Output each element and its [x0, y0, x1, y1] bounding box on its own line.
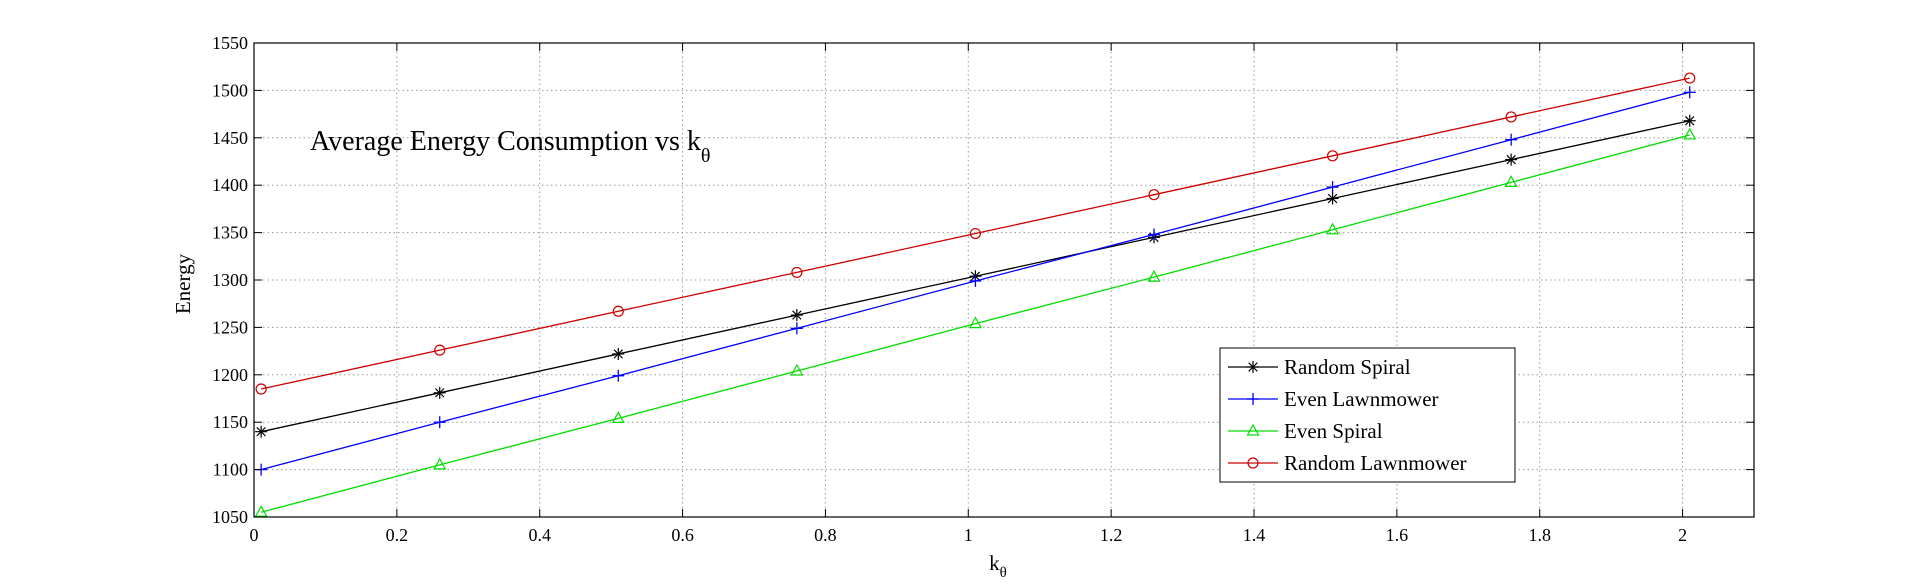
y-tick-label: 1100: [213, 460, 248, 480]
data-point-plus: [1326, 181, 1339, 194]
data-point-triangle: [1683, 127, 1697, 140]
y-tick-label: 1550: [212, 33, 248, 53]
data-point-star: [612, 347, 625, 360]
data-point-plus: [433, 416, 446, 429]
legend-label: Even Lawnmower: [1284, 387, 1439, 411]
legend-entry: Random Lawnmower: [1228, 451, 1467, 475]
x-tick-label: 2: [1678, 525, 1687, 545]
data-point-star: [1326, 192, 1339, 205]
ticks: 0 0.2 0.4 0.6 0.8 1 1.2 1.4 1.6 1.8 2 1050 1100 1150 1…: [212, 33, 1754, 545]
y-tick-label: 1500: [212, 80, 248, 100]
x-tick-label: 1.2: [1100, 525, 1123, 545]
legend-label: Random Lawnmower: [1284, 451, 1467, 475]
y-tick-label: 1250: [212, 317, 248, 337]
data-point-star: [1683, 114, 1696, 127]
legend-label: Even Spiral: [1284, 419, 1383, 443]
legend-entry: Even Spiral: [1228, 419, 1383, 443]
y-tick-label: 1450: [212, 128, 248, 148]
data-point-star: [1505, 153, 1518, 166]
x-tick-label: 0.8: [814, 525, 837, 545]
y-axis-label: Energy: [171, 253, 195, 314]
chart-title-main: Average Energy Consumption vs k: [310, 126, 701, 157]
data-point-star: [433, 386, 446, 399]
x-tick-label: 0: [250, 525, 259, 545]
x-axis-label-subscript: θ: [1000, 565, 1007, 581]
data-point-triangle: [1147, 269, 1161, 282]
legend-box: [1219, 347, 1516, 483]
data-point-plus: [969, 274, 982, 287]
x-tick-label: 0.2: [386, 525, 409, 545]
series-line: [260, 134, 1690, 513]
data-point-triangle: [433, 457, 447, 470]
data-point-triangle: [1326, 222, 1340, 235]
y-tick-label: 1400: [212, 175, 248, 195]
series-line: [261, 77, 1690, 390]
data-point-triangle: [1246, 423, 1260, 436]
series-layer: [254, 72, 1697, 517]
y-tick-label: 1350: [212, 223, 248, 243]
x-tick-label: 0.4: [528, 525, 551, 545]
x-tick-label: 0.6: [671, 525, 694, 545]
data-point-circle: [1247, 457, 1259, 469]
data-point-circle: [1684, 72, 1696, 84]
data-point-plus: [1505, 133, 1518, 146]
data-point-triangle: [254, 505, 268, 517]
data-point-circle: [434, 344, 446, 356]
y-tick-label: 1300: [212, 270, 248, 290]
data-point-circle: [255, 383, 267, 395]
chart-title-subscript: θ: [701, 145, 711, 167]
legend: Random Spiral Even Lawnmower Even Spiral Ra…: [1219, 347, 1516, 483]
data-point-circle: [612, 305, 624, 317]
data-point-plus: [1247, 393, 1259, 405]
data-point-plus: [790, 322, 803, 335]
data-point-circle: [1326, 150, 1339, 162]
x-tick-label: 1.8: [1528, 525, 1551, 545]
x-tick-label: 1: [964, 525, 973, 545]
x-tick-label: 1.4: [1243, 525, 1266, 545]
y-tick-label: 1200: [212, 365, 248, 385]
data-point-triangle: [790, 363, 804, 376]
y-tick-label: 1050: [212, 507, 248, 527]
legend-entry: Even Lawnmower: [1228, 387, 1439, 411]
chart-title: Average Energy Consumption vs kθ: [310, 126, 711, 167]
data-point-star: [1247, 361, 1259, 373]
data-point-star: [255, 425, 268, 438]
data-point-plus: [1683, 86, 1696, 99]
data-point-triangle: [968, 316, 982, 329]
legend-label: Random Spiral: [1284, 355, 1411, 379]
data-point-circle: [791, 266, 803, 279]
x-axis-label: kθ: [989, 551, 1007, 581]
data-point-plus: [1148, 228, 1160, 241]
data-point-plus: [612, 369, 625, 382]
y-tick-label: 1150: [213, 412, 248, 432]
x-axis-label-main: k: [989, 551, 1000, 575]
data-point-circle: [1148, 189, 1160, 201]
series-even-spiral: [254, 127, 1697, 517]
data-point-circle: [1505, 111, 1517, 123]
data-point-triangle: [1504, 175, 1518, 187]
x-tick-label: 1.6: [1386, 525, 1409, 545]
data-point-circle: [969, 227, 982, 240]
series-random-lawnmower: [255, 72, 1696, 395]
legend-entry: Random Spiral: [1228, 355, 1411, 379]
data-point-star: [790, 309, 803, 322]
data-point-triangle: [611, 411, 625, 424]
